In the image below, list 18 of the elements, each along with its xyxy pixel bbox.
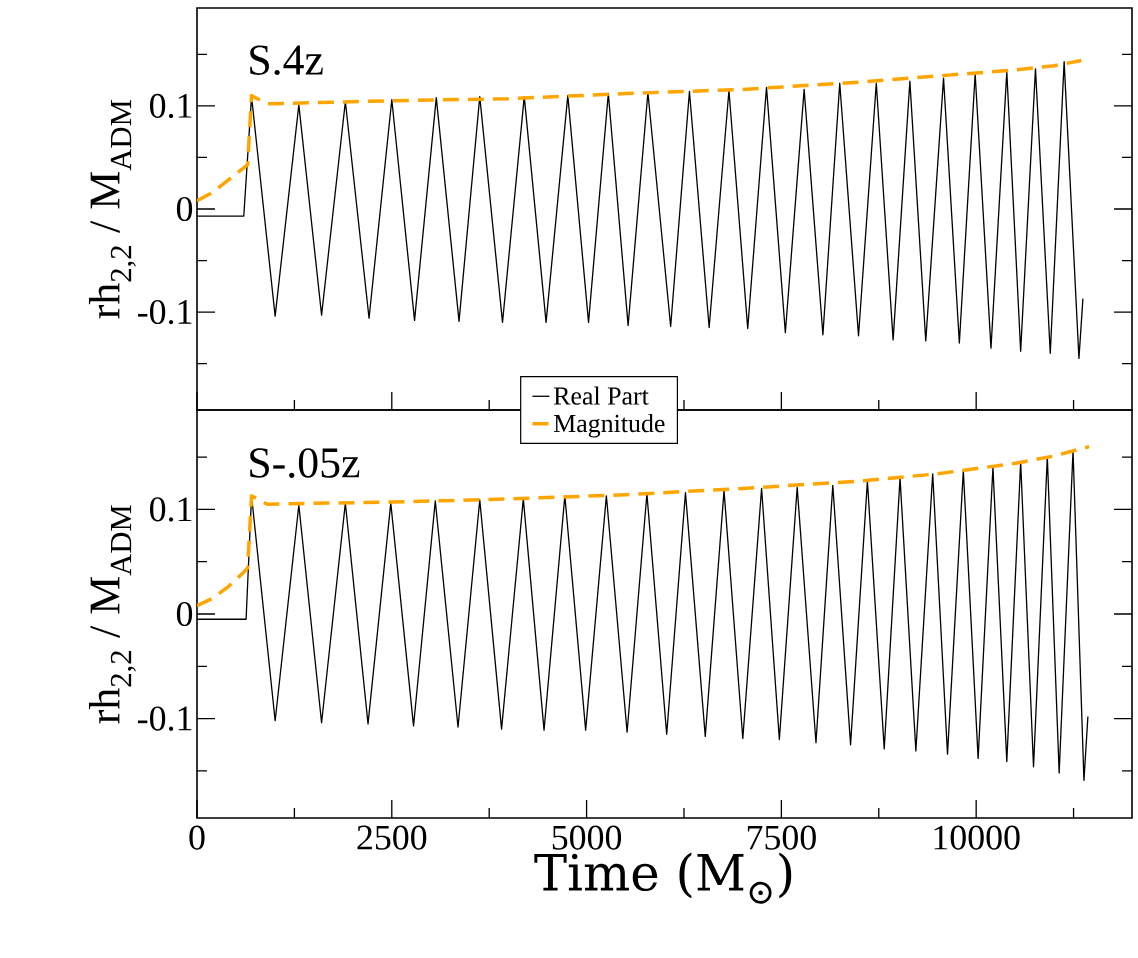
legend-label: Real Part: [553, 386, 649, 405]
y-tick-label: 0: [176, 196, 193, 222]
y-tick-label: -0.1: [138, 706, 192, 731]
text: S-.05z: [250, 448, 360, 478]
x-tick-label: 10000: [934, 825, 1020, 850]
y-tick-label: 0.1: [150, 93, 192, 119]
line-series: [197, 444, 1091, 608]
y-axis-title: rh$_{2,2}$ / M$_{ADM}$: [88, 100, 136, 319]
y-tick-label: 0.1: [150, 497, 192, 522]
y-axis-title: rh$_{2,2}$ / M$_{ADM}$: [88, 505, 136, 724]
text: S.4z: [250, 45, 323, 76]
x-tick-label: 5000: [552, 825, 622, 850]
y-tick-label: 0: [176, 601, 193, 627]
legend-label: Magnitude: [553, 414, 665, 438]
x-axis-title: Time (M$_{⊙}$): [534, 852, 792, 904]
y-tick-label: -0.1: [138, 299, 192, 325]
x-tick-label: 2500: [357, 825, 427, 850]
x-tick-label: 7500: [747, 825, 816, 850]
